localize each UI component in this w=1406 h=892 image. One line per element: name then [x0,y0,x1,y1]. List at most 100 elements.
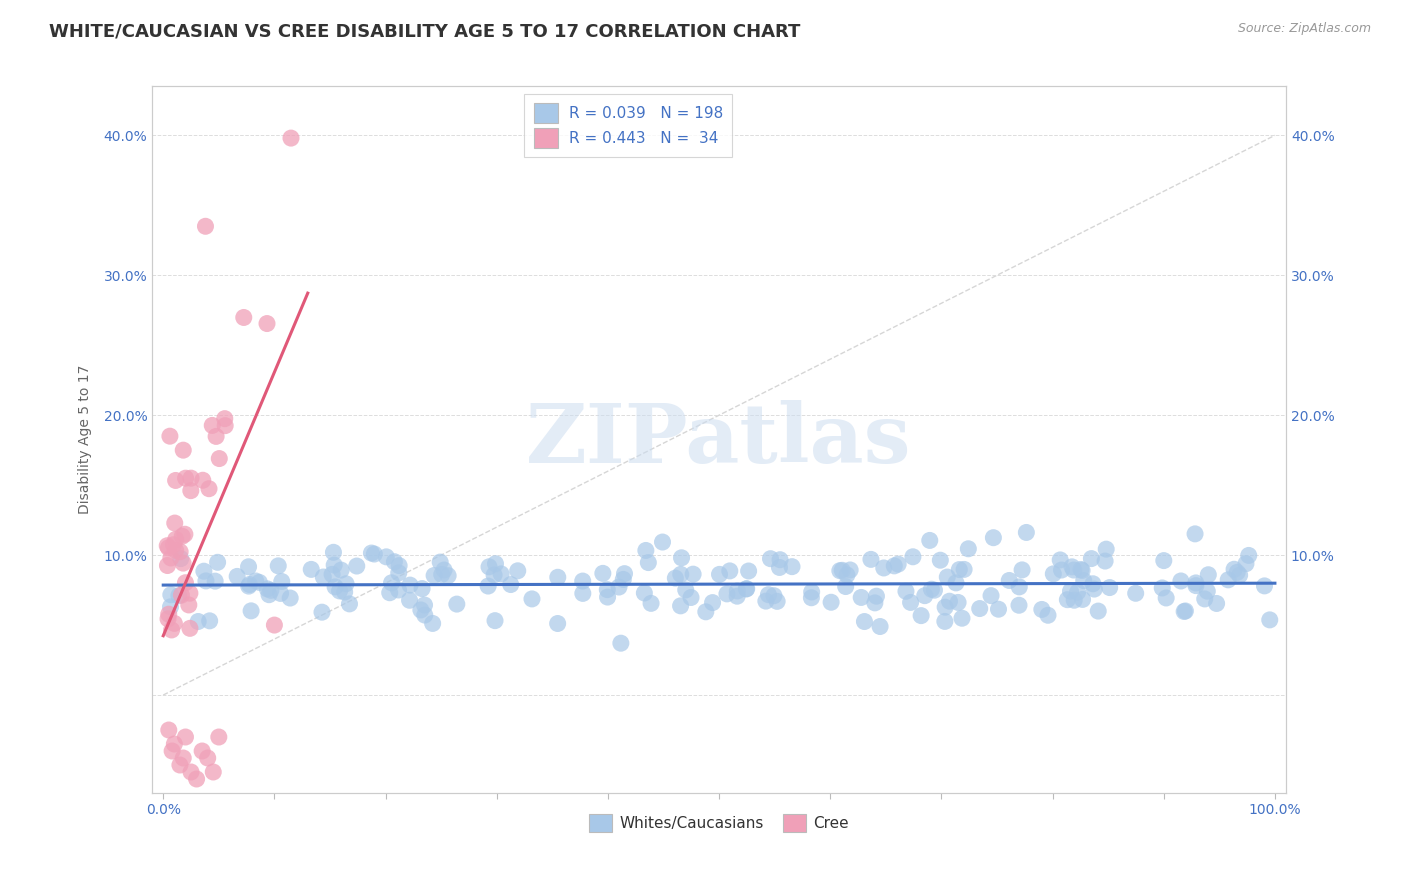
Point [1036,608,1059,623]
Point [165,474,187,488]
Point [1049,553,1071,567]
Point [883,558,905,573]
Point [716,587,738,601]
Point [311,605,333,619]
Point [769,552,792,566]
Point [1011,563,1033,577]
Point [173,527,195,541]
Point [388,558,411,573]
Point [232,310,254,325]
Point [980,589,1002,603]
Point [256,317,278,331]
Point [1083,582,1105,596]
Point [159,599,181,614]
Point [1094,554,1116,568]
Point [238,559,260,574]
Point [520,591,543,606]
Point [910,608,932,623]
Point [901,549,924,564]
Point [172,529,194,543]
Point [413,598,436,612]
Point [1073,574,1095,588]
Point [499,577,522,591]
Point [484,614,506,628]
Point [1056,592,1078,607]
Text: ZIPatlas: ZIPatlas [526,400,912,480]
Point [484,557,506,571]
Point [429,555,451,569]
Point [157,723,180,737]
Point [596,590,619,604]
Point [330,563,353,577]
Point [160,623,183,637]
Point [378,585,401,599]
Point [169,545,191,559]
Point [170,551,193,566]
Point [1226,566,1249,580]
Point [177,598,200,612]
Point [1031,602,1053,616]
Point [1184,527,1206,541]
Point [669,599,692,613]
Point [1125,586,1147,600]
Point [165,533,187,547]
Point [1059,584,1081,599]
Point [1008,599,1031,613]
Point [869,619,891,633]
Point [938,594,960,608]
Point [592,566,614,581]
Point [159,429,181,443]
Point [430,567,453,582]
Point [174,730,197,744]
Point [675,582,697,597]
Point [270,574,292,589]
Point [547,616,569,631]
Point [669,567,692,582]
Point [205,429,228,443]
Point [851,591,873,605]
Point [1185,575,1208,590]
Point [1081,576,1104,591]
Point [174,575,197,590]
Point [679,591,702,605]
Point [887,557,910,571]
Point [375,549,398,564]
Point [157,607,180,622]
Point [299,562,322,576]
Point [725,589,748,603]
Point [1153,553,1175,567]
Point [831,563,853,577]
Point [169,758,191,772]
Point [506,564,529,578]
Point [863,596,886,610]
Point [398,593,420,607]
Point [936,570,959,584]
Point [914,589,936,603]
Point [174,471,197,485]
Point [280,131,302,145]
Point [1223,562,1246,576]
Point [768,560,790,574]
Text: WHITE/CAUCASIAN VS CREE DISABILITY AGE 5 TO 17 CORRELATION CHART: WHITE/CAUCASIAN VS CREE DISABILITY AGE 5… [49,22,800,40]
Point [735,582,758,596]
Point [1194,591,1216,606]
Point [194,574,217,588]
Legend: Whites/Caucasians, Cree: Whites/Caucasians, Cree [583,807,855,838]
Point [422,616,444,631]
Point [201,418,224,433]
Point [172,556,194,570]
Point [1050,563,1073,577]
Point [1234,557,1257,571]
Point [718,564,741,578]
Point [179,586,201,600]
Point [950,611,973,625]
Point [322,545,344,559]
Point [411,582,433,596]
Point [363,547,385,561]
Point [1008,580,1031,594]
Point [339,597,361,611]
Point [226,569,249,583]
Point [762,589,785,603]
Point [1071,592,1094,607]
Point [321,567,343,582]
